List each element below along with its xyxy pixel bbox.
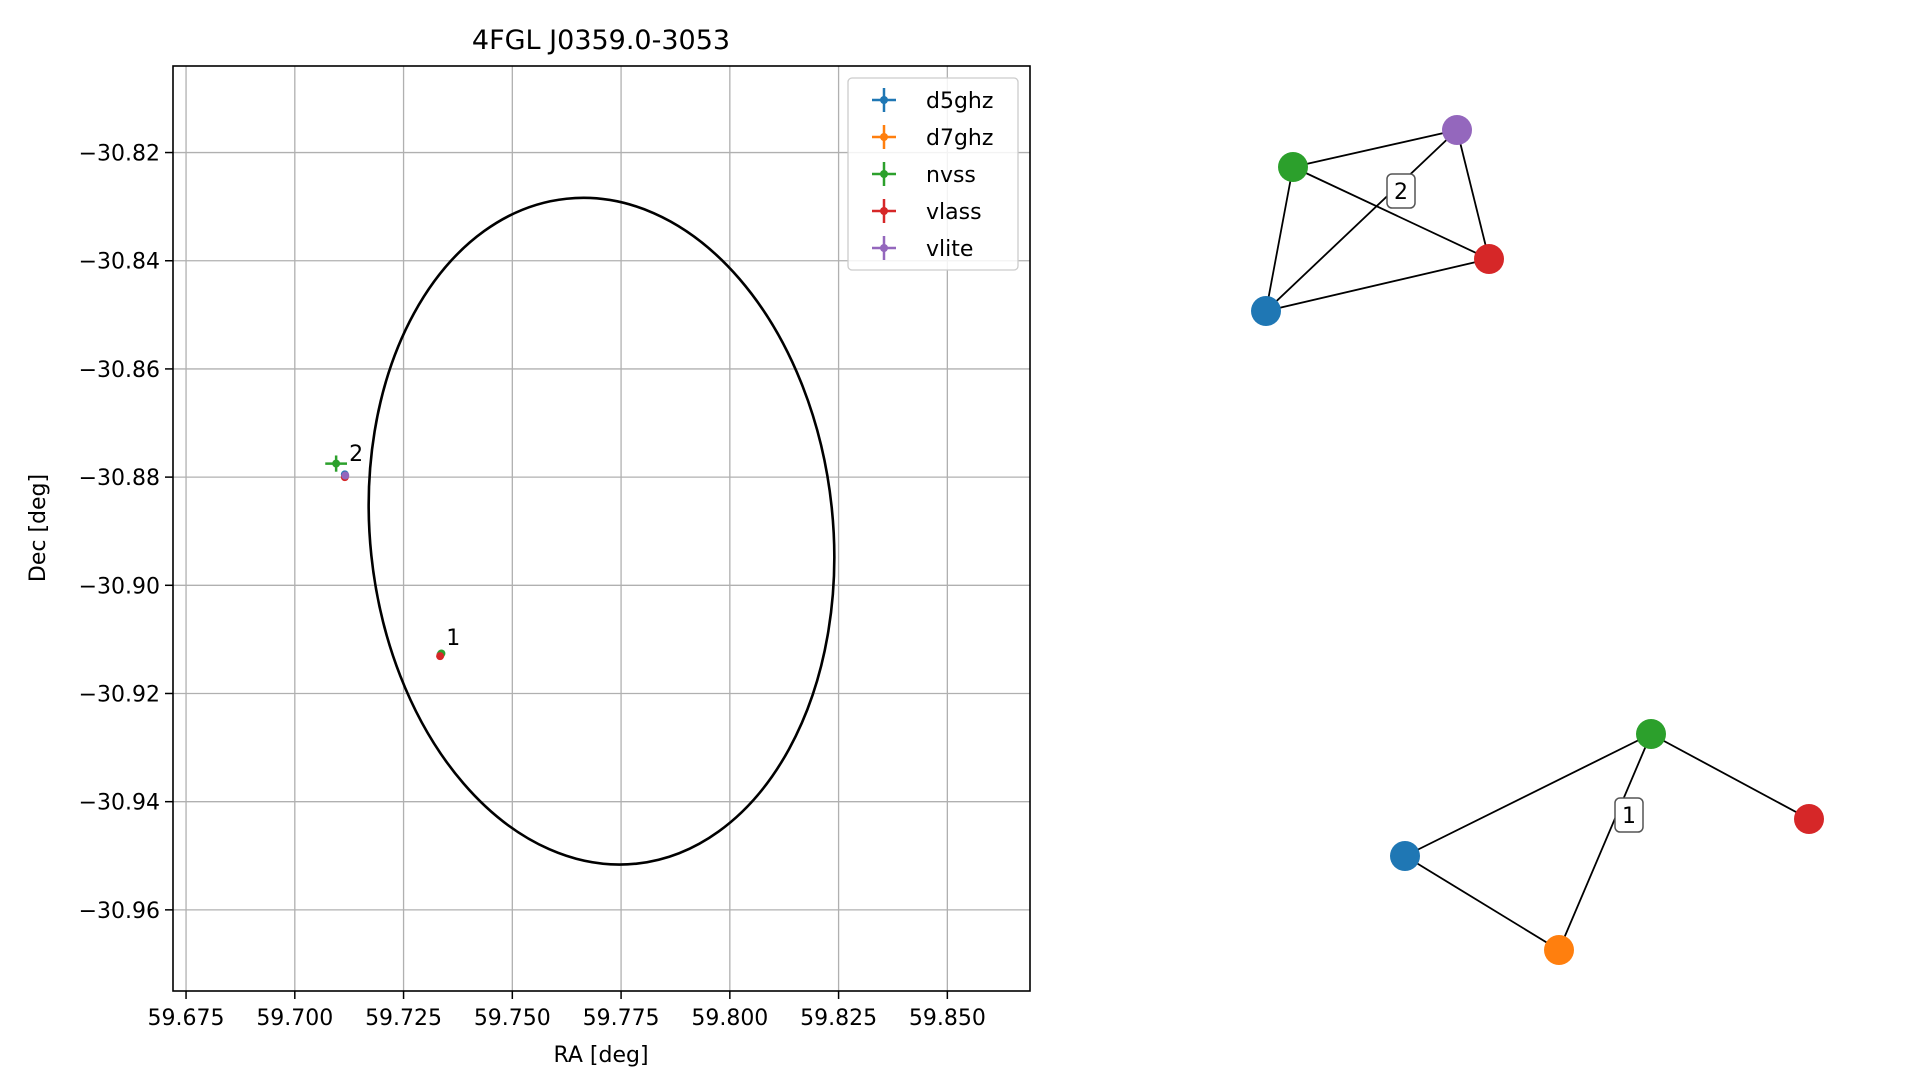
plot-frame bbox=[172, 65, 1031, 992]
cluster-label-1: 1 bbox=[1614, 797, 1644, 833]
legend-label-d5ghz: d5ghz bbox=[926, 89, 993, 114]
graph-edge bbox=[1292, 166, 1490, 260]
source-annotation: 2 bbox=[349, 442, 363, 467]
x-tick-label: 59.675 bbox=[148, 1006, 225, 1031]
data-point-vlass bbox=[436, 652, 445, 661]
graph-edge bbox=[1558, 733, 1652, 951]
legend-dot-d7ghz bbox=[880, 133, 888, 141]
y-tick-label: −30.92 bbox=[79, 682, 160, 707]
y-tick-label: −30.96 bbox=[79, 899, 160, 924]
y-tick-label: −30.82 bbox=[79, 142, 160, 167]
y-tick-label: −30.86 bbox=[79, 358, 160, 383]
y-tick-label: −30.88 bbox=[79, 466, 160, 491]
graph-edge bbox=[1404, 733, 1652, 857]
x-tick-label: 59.825 bbox=[800, 1006, 877, 1031]
graph-node-nvss bbox=[1278, 152, 1308, 182]
points-layer bbox=[325, 455, 446, 661]
cluster-graph-2: 2 bbox=[1251, 115, 1504, 326]
graph-node-d7ghz bbox=[1544, 935, 1574, 965]
legend-label-nvss: nvss bbox=[926, 163, 976, 188]
legend-dot-nvss bbox=[880, 170, 888, 178]
graph-node-d5ghz bbox=[1251, 296, 1281, 326]
grid-lines bbox=[173, 66, 1030, 991]
legend-box bbox=[847, 77, 1019, 271]
graph-node-vlass bbox=[1474, 244, 1504, 274]
cluster-label-box bbox=[1614, 797, 1644, 833]
legend-dot-vlite bbox=[880, 244, 888, 252]
legend-dot-vlass bbox=[880, 207, 888, 215]
source-annotation: 1 bbox=[446, 626, 460, 651]
graph-edge bbox=[1456, 129, 1490, 260]
y-tick-label: −30.94 bbox=[79, 791, 160, 816]
graph-node-vlite bbox=[1442, 115, 1472, 145]
graph-node-nvss bbox=[1636, 719, 1666, 749]
cluster-label-text: 1 bbox=[1622, 804, 1636, 829]
scatter-plot: 21 59.675 59.700 59.725 59.750 59.775 59.800 5… bbox=[26, 25, 1031, 1068]
y-tick-label: −30.90 bbox=[79, 574, 160, 599]
x-tick-label: 59.800 bbox=[691, 1006, 768, 1031]
graph-edge bbox=[1404, 855, 1560, 951]
cluster-label-2: 2 bbox=[1386, 173, 1416, 209]
graph-edge bbox=[1265, 258, 1490, 312]
graph-edge bbox=[1265, 129, 1458, 312]
data-point-nvss bbox=[332, 459, 341, 468]
graph-node-d5ghz bbox=[1390, 841, 1420, 871]
graph-node-vlass bbox=[1794, 804, 1824, 834]
annotation-layer: 21 bbox=[349, 442, 460, 651]
graph-edge bbox=[1650, 733, 1810, 820]
x-tick-label: 59.725 bbox=[365, 1006, 442, 1031]
cluster-graph-1: 1 bbox=[1390, 719, 1824, 965]
legend-label-vlite: vlite bbox=[926, 237, 973, 262]
y-axis-label: Dec [deg] bbox=[26, 474, 51, 582]
y-ticks: −30.82 −30.84 −30.86 −30.88 −30.90 −30.92 −30.… bbox=[79, 142, 173, 924]
y-tick-label: −30.84 bbox=[79, 250, 160, 275]
graph-edge bbox=[1265, 166, 1294, 312]
graph-edge bbox=[1292, 129, 1458, 168]
x-axis-label: RA [deg] bbox=[553, 1043, 648, 1068]
chart-title: 4FGL J0359.0-3053 bbox=[472, 25, 730, 56]
x-tick-label: 59.750 bbox=[474, 1006, 551, 1031]
network-graphs: 21 bbox=[1251, 115, 1824, 965]
cluster-label-text: 2 bbox=[1394, 180, 1408, 205]
cluster-label-box bbox=[1386, 173, 1416, 209]
ellipse-layer bbox=[367, 196, 836, 866]
x-tick-label: 59.700 bbox=[256, 1006, 333, 1031]
data-point-vlite bbox=[341, 471, 350, 480]
x-tick-label: 59.850 bbox=[909, 1006, 986, 1031]
x-tick-label: 59.775 bbox=[583, 1006, 660, 1031]
x-ticks: 59.675 59.700 59.725 59.750 59.775 59.800 59.8… bbox=[148, 991, 986, 1031]
legend-label-d7ghz: d7ghz bbox=[926, 126, 993, 151]
legend-label-vlass: vlass bbox=[926, 200, 982, 225]
legend: d5ghz d7ghz nvss vlass vlite bbox=[847, 77, 1019, 271]
legend-dot-d5ghz bbox=[880, 96, 888, 104]
localization-ellipse bbox=[367, 196, 836, 866]
